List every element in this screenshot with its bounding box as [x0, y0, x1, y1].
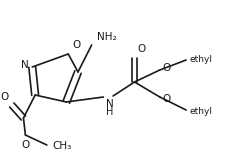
Text: O: O	[1, 92, 9, 102]
Text: NH₂: NH₂	[96, 32, 116, 42]
Text: N: N	[20, 60, 28, 70]
Text: ethyl: ethyl	[188, 106, 211, 115]
Text: O: O	[72, 40, 80, 50]
Text: N: N	[106, 99, 114, 109]
Text: ethyl: ethyl	[188, 55, 211, 64]
Text: O: O	[162, 94, 170, 104]
Text: CH₃: CH₃	[52, 141, 72, 151]
Text: O: O	[137, 44, 145, 54]
Text: H: H	[106, 107, 113, 117]
Text: O: O	[162, 63, 170, 73]
Text: O: O	[21, 140, 30, 150]
